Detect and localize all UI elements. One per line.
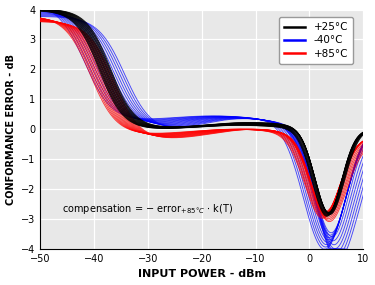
Text: compensation = $-$ error$_{+85°C}$ $\cdot$ k(T): compensation = $-$ error$_{+85°C}$ $\cdo… [62, 201, 233, 216]
Y-axis label: CONFORMANCE ERROR - dB: CONFORMANCE ERROR - dB [6, 54, 15, 205]
X-axis label: INPUT POWER - dBm: INPUT POWER - dBm [138, 269, 266, 280]
Legend: +25°C, -40°C, +85°C: +25°C, -40°C, +85°C [279, 17, 353, 64]
